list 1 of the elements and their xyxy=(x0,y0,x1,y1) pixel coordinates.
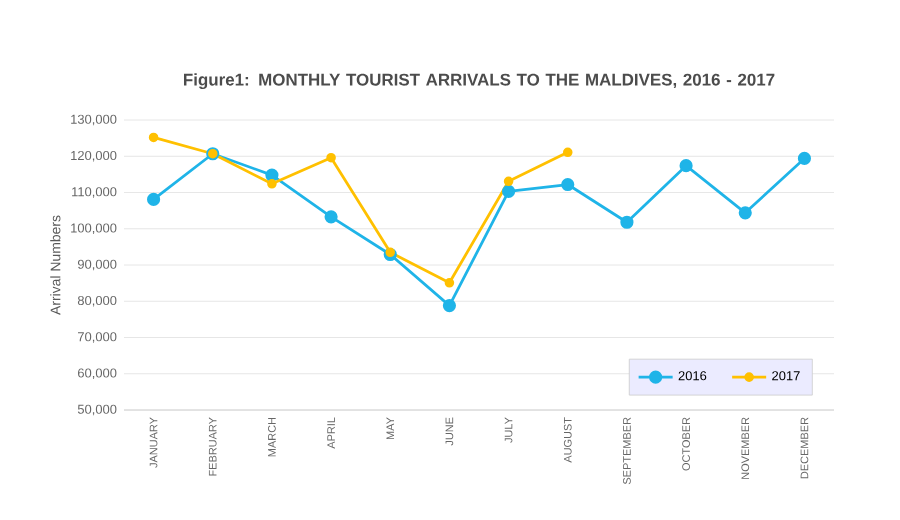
chart-title: Figure1: MONTHLY TOURIST ARRIVALS TO THE MALDIVES, 2016 - 2017 xyxy=(184,73,775,90)
